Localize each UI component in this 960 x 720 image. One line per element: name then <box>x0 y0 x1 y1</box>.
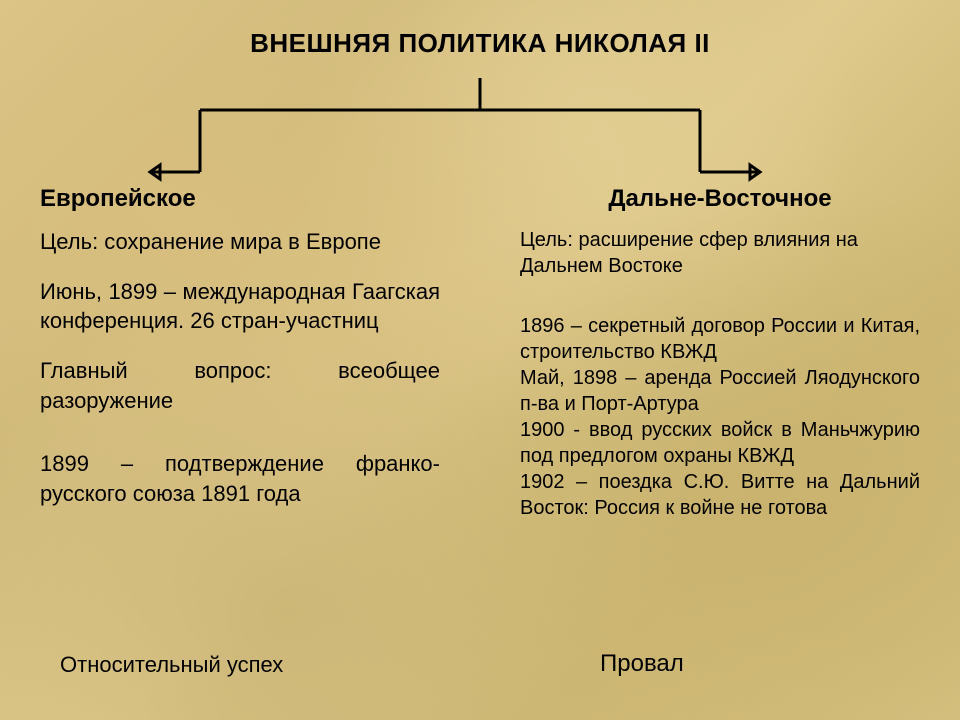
left-result: Относительный успех <box>60 652 283 678</box>
spacer <box>520 299 920 313</box>
right-event-0: 1896 – секретный договор России и Китая,… <box>520 313 920 365</box>
slide-title: ВНЕШНЯЯ ПОЛИТИКА НИКОЛАЯ II <box>0 0 960 59</box>
right-event-1: Май, 1898 – аренда Россией Ляодунского п… <box>520 365 920 417</box>
slide-container: ВНЕШНЯЯ ПОЛИТИКА НИКОЛАЯ II Европейское … <box>0 0 960 720</box>
right-event-3: 1902 – поездка С.Ю. Витте на Дальний Вос… <box>520 469 920 521</box>
right-column: Дальне-Восточное Цель: расширение сфер в… <box>520 185 920 521</box>
right-goal: Цель: расширение сфер влияния на Дальнем… <box>520 227 920 279</box>
spacer <box>40 435 440 449</box>
left-column: Европейское Цель: сохранение мира в Евро… <box>40 185 440 529</box>
title-text: ВНЕШНЯЯ ПОЛИТИКА НИКОЛАЯ II <box>250 28 710 58</box>
left-goal: Цель: сохранение мира в Европе <box>40 227 440 257</box>
connector-lines <box>150 78 760 179</box>
right-event-2: 1900 - ввод русских войск в Маньчжурию п… <box>520 417 920 469</box>
left-event-1: Главный вопрос: всеобщее разоружение <box>40 356 440 415</box>
right-result: Провал <box>600 650 684 678</box>
left-heading: Европейское <box>40 185 440 213</box>
right-heading: Дальне-Восточное <box>520 185 920 213</box>
left-event-0: Июнь, 1899 – международная Гаагская конф… <box>40 277 440 336</box>
left-event-2: 1899 – подтверждение франко-русского сою… <box>40 449 440 508</box>
